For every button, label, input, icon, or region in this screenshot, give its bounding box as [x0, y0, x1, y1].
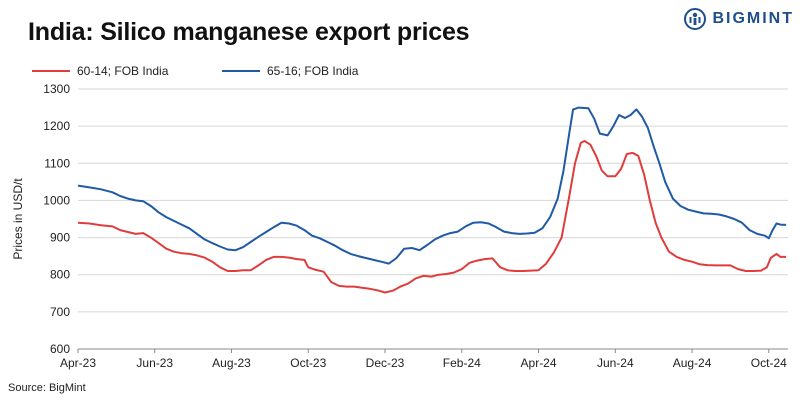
x-tick-label: Apr-23 [60, 356, 96, 370]
y-tick-label: 800 [50, 268, 70, 282]
x-tick-label: Oct-24 [751, 356, 787, 370]
y-tick-label: 900 [50, 231, 70, 245]
series-line-1 [77, 140, 787, 294]
x-tick-label: Feb-24 [443, 356, 481, 370]
x-tick-label: Apr-24 [521, 356, 557, 370]
y-tick-label: 1200 [43, 119, 70, 133]
x-tick-label: Jun-24 [597, 356, 634, 370]
y-tick-label: 1100 [44, 156, 70, 170]
y-tick-label: 1000 [43, 193, 70, 207]
brand-name: BIGMINT [712, 10, 794, 27]
x-tick-label: Jun-23 [136, 356, 173, 370]
y-tick-label: 600 [50, 342, 70, 356]
gridlines [78, 88, 788, 313]
x-tick-label: Aug-23 [212, 356, 251, 370]
y-tick-label: 700 [50, 305, 70, 319]
y-axis-label: Prices in USD/t [11, 178, 25, 260]
legend: 60-14; FOB India 65-16; FOB India [32, 64, 359, 78]
bigmint-icon [684, 8, 707, 30]
x-tick-label: Dec-23 [366, 356, 405, 370]
x-axis-ticks: Apr-23 Jun-23 Aug-23 Oct-23 Dec-23 Feb-24 Apr-… [60, 349, 787, 370]
y-axis-ticks: 600 700 800 900 1000 1100 1200 1300 [43, 82, 70, 356]
source-note: Source: BigMint [8, 382, 86, 394]
series-lines [77, 106, 787, 294]
legend-label-1: 60-14; FOB India [77, 64, 169, 78]
legend-label-2: 65-16; FOB India [267, 64, 359, 78]
x-tick-label: Aug-24 [673, 356, 712, 370]
x-tick-label: Oct-23 [290, 356, 326, 370]
y-tick-label: 1300 [43, 82, 70, 96]
brand-logo: BIGMINT [684, 8, 794, 30]
chart-title: India: Silico manganese export prices [28, 18, 470, 46]
series-line-2 [77, 106, 787, 265]
